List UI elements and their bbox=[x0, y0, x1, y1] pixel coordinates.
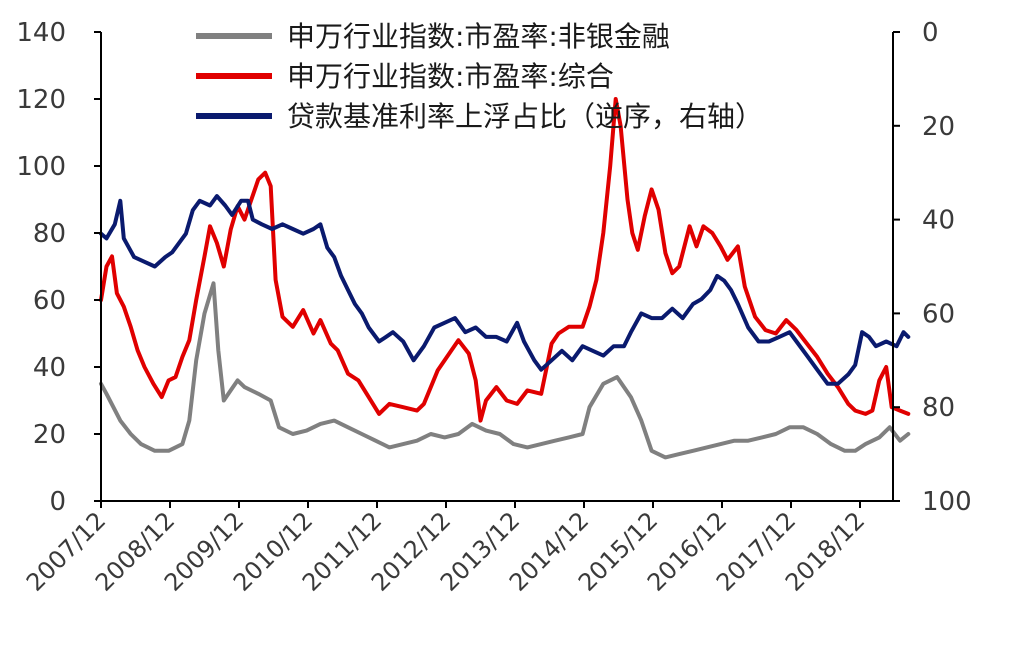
legend-label-loan-rate-share: 贷款基准利率上浮占比（逆序，右轴） bbox=[287, 100, 763, 133]
legend-item-composite-pe: 申万行业指数:市盈率:综合 bbox=[196, 60, 614, 93]
left-tick-label: 0 bbox=[49, 487, 66, 517]
legend-item-loan-rate-share: 贷款基准利率上浮占比（逆序，右轴） bbox=[196, 100, 763, 133]
left-tick-label: 40 bbox=[33, 353, 66, 383]
legend-item-nonbank-pe: 申万行业指数:市盈率:非银金融 bbox=[196, 20, 670, 53]
right-tick-label: 20 bbox=[922, 112, 955, 142]
series-line-nonbank-pe bbox=[99, 281, 911, 460]
right-tick-label: 100 bbox=[922, 487, 972, 517]
right-tick-label: 40 bbox=[922, 206, 955, 236]
left-tick-label: 100 bbox=[16, 152, 66, 182]
x-axis-ticks: 2007/122008/122009/122010/122011/122012/… bbox=[21, 501, 870, 597]
left-tick-label: 140 bbox=[16, 18, 66, 48]
left-tick-label: 80 bbox=[33, 219, 66, 249]
series-line-loan-rate-share bbox=[99, 194, 911, 386]
axes bbox=[100, 32, 894, 502]
series-line-composite-pe bbox=[99, 97, 911, 423]
legend: 申万行业指数:市盈率:非银金融 申万行业指数:市盈率:综合 贷款基准利率上浮占比… bbox=[196, 20, 763, 133]
right-tick-label: 80 bbox=[922, 393, 955, 423]
left-tick-label: 20 bbox=[33, 420, 66, 450]
right-tick-label: 0 bbox=[922, 18, 939, 48]
left-tick-label: 120 bbox=[16, 85, 66, 115]
legend-label-composite-pe: 申万行业指数:市盈率:综合 bbox=[287, 60, 614, 93]
series-layer bbox=[99, 97, 911, 460]
right-axis-ticks: 0 20 40 60 80 100 bbox=[893, 18, 972, 517]
legend-label-nonbank-pe: 申万行业指数:市盈率:非银金融 bbox=[287, 20, 670, 53]
left-tick-label: 60 bbox=[33, 286, 66, 316]
right-tick-label: 60 bbox=[922, 299, 955, 329]
left-axis-ticks: 0 20 40 60 80 100 120 140 bbox=[16, 18, 101, 517]
